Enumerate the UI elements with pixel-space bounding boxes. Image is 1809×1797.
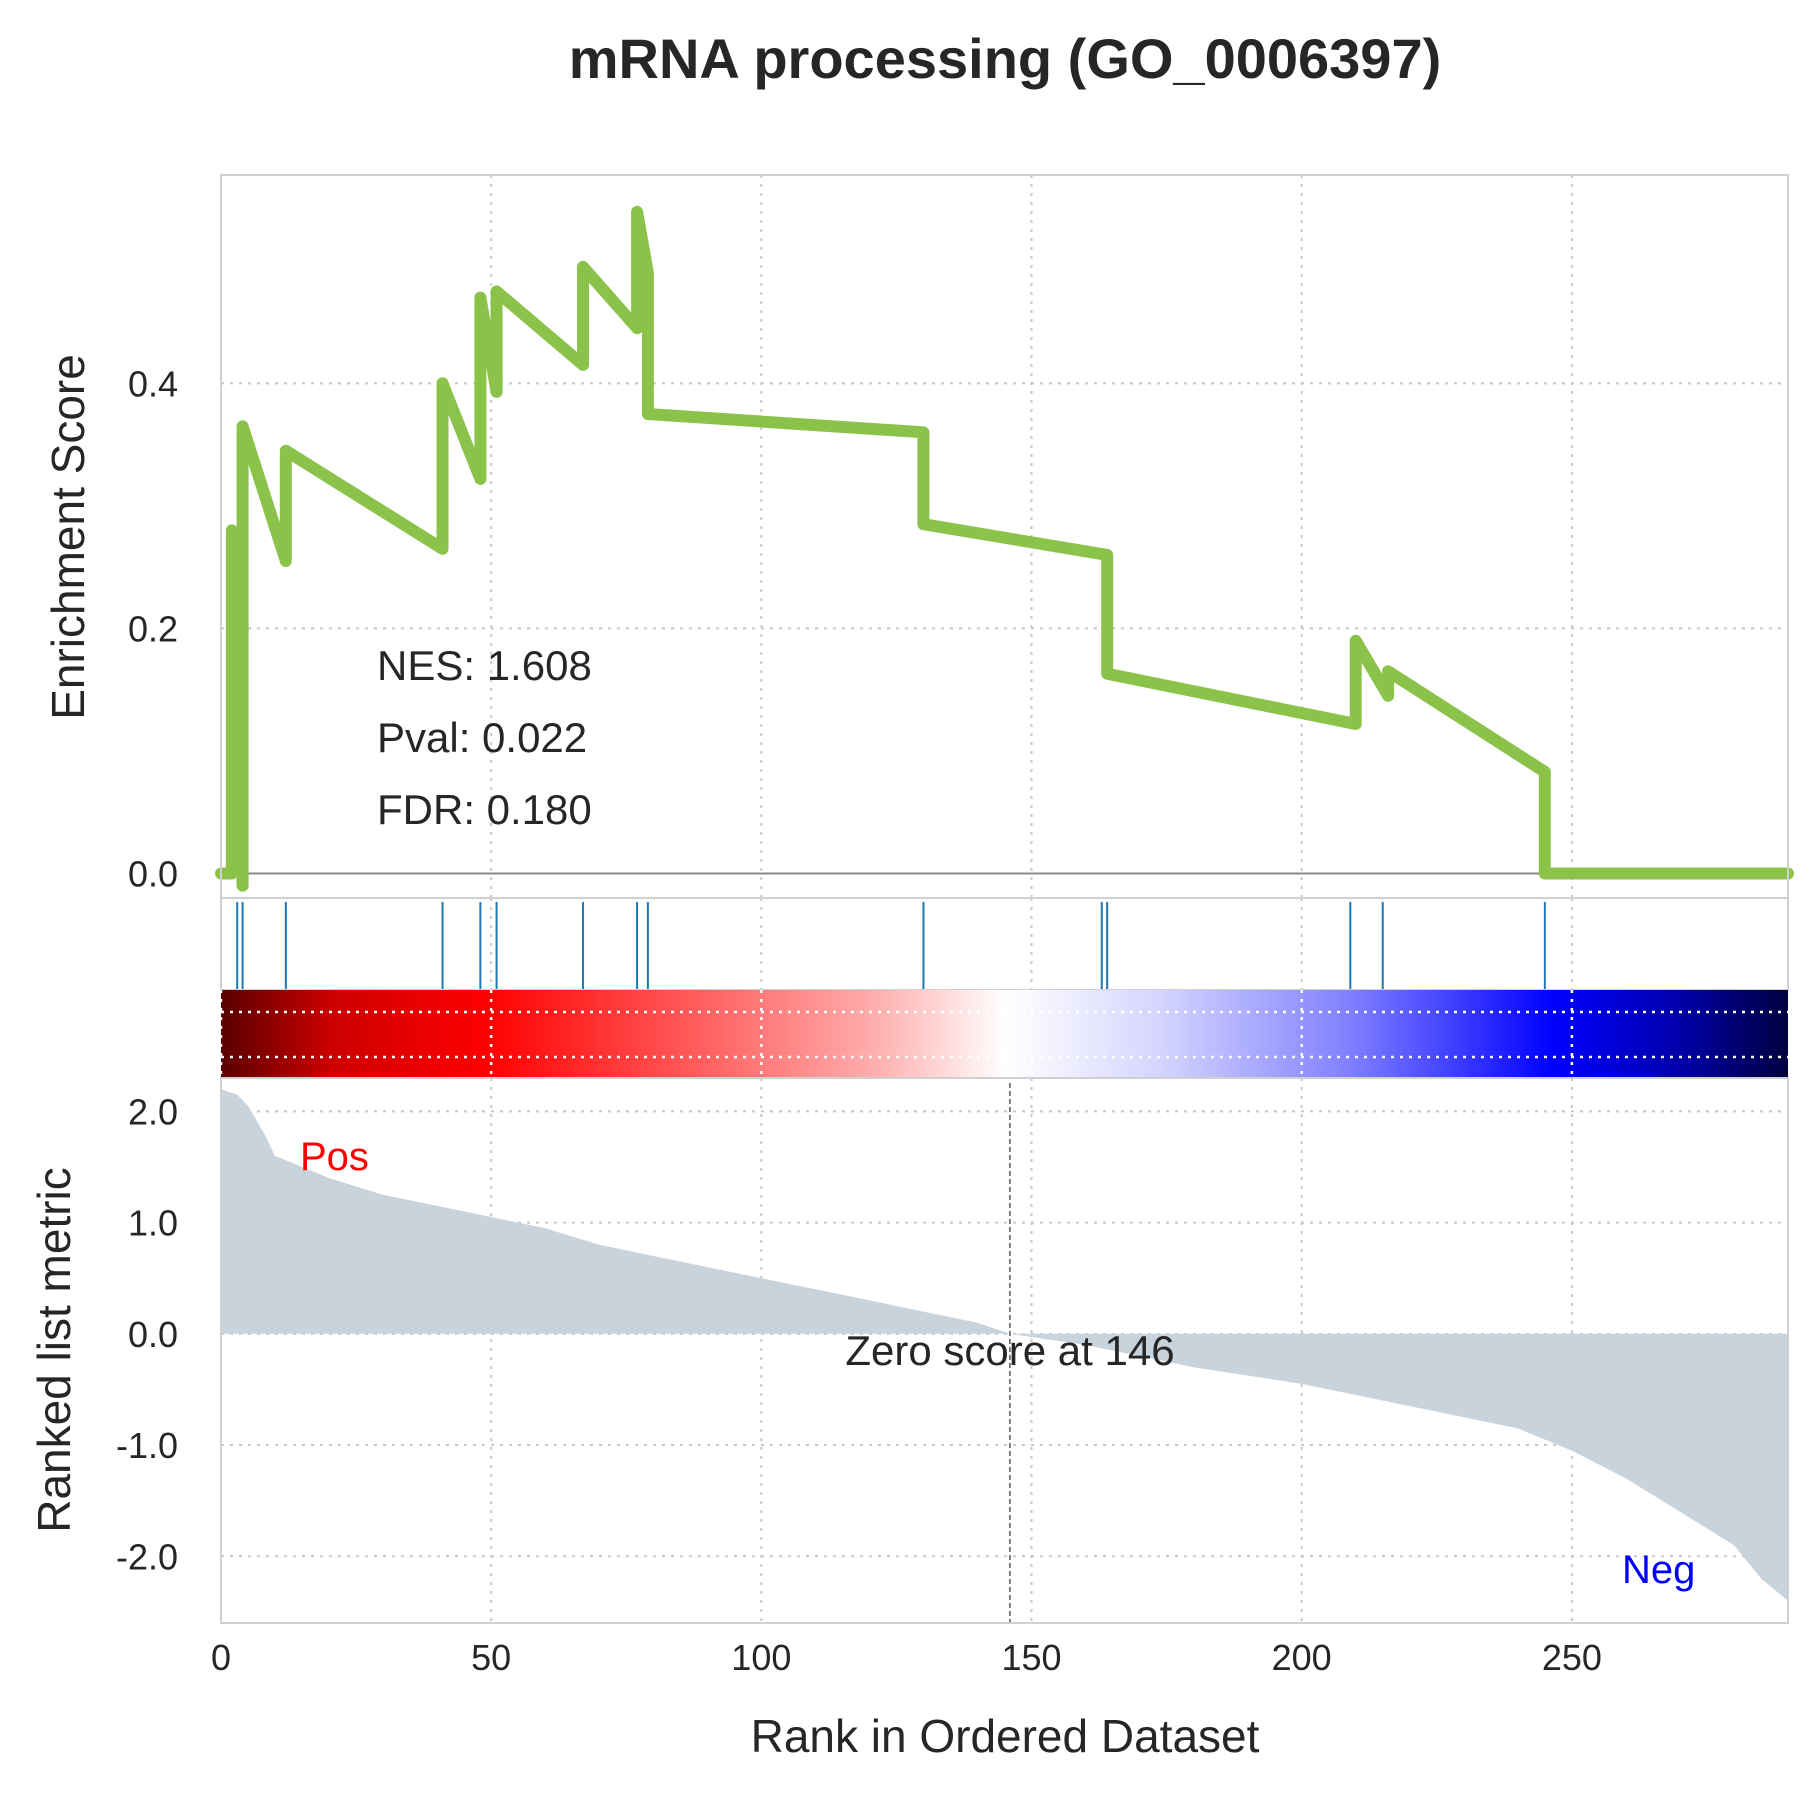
es-y-tick-label: 0.2: [128, 608, 178, 649]
x-tick-label: 0: [211, 1637, 231, 1678]
x-tick-label: 250: [1542, 1637, 1602, 1678]
fdr-stat: FDR: 0.180: [377, 786, 592, 833]
running-enrichment-score-line: [215, 205, 1794, 892]
x-tick-label: 200: [1272, 1637, 1332, 1678]
x-axis-ticks: 0 50 100 150 200 250: [211, 1637, 1602, 1678]
color-bar-grid: [219, 990, 1788, 1078]
chart-title: mRNA processing (GO_0006397): [569, 27, 1441, 90]
enrichment-score-panel: 0.0 0.2 0.4 Enrichment Score NES: 1.608 Pv…: [42, 174, 1794, 899]
x-axis-label: Rank in Ordered Dataset: [751, 1710, 1260, 1762]
x-tick-label: 50: [471, 1637, 511, 1678]
rank-y-ticks: 2.0 1.0 0.0 -1.0 -2.0: [116, 1091, 178, 1577]
es-y-tick-label: 0.4: [128, 363, 178, 404]
rank-y-tick-label: 1.0: [128, 1203, 178, 1244]
nes-stat: NES: 1.608: [377, 642, 592, 689]
pval-stat: Pval: 0.022: [377, 714, 587, 761]
es-y-axis-label: Enrichment Score: [42, 354, 94, 720]
rank-color-bar: [219, 990, 1788, 1078]
rank-y-axis-label: Ranked list metric: [28, 1167, 80, 1533]
rank-panel-frame: [220, 1077, 1789, 1624]
pos-label: Pos: [300, 1135, 369, 1179]
rank-y-tick-label: 2.0: [128, 1091, 178, 1132]
gene-hit-lines: [236, 902, 1546, 990]
gene-hits-panel: [220, 897, 1789, 991]
ranked-metric-area: [221, 1089, 1788, 1601]
x-tick-label: 150: [1001, 1637, 1061, 1678]
rank-y-tick-label: -1.0: [116, 1425, 178, 1466]
rank-y-tick-label: 0.0: [128, 1314, 178, 1355]
es-y-tick-label: 0.0: [128, 853, 178, 894]
hits-grid: [220, 898, 1573, 990]
rank-color-gradient: [221, 990, 1788, 1078]
neg-label: Neg: [1622, 1548, 1695, 1592]
ranked-list-panel: 2.0 1.0 0.0 -1.0 -2.0 Ranked list metric Zer…: [28, 1077, 1789, 1624]
hits-panel-frame: [220, 897, 1789, 991]
rank-y-tick-label: -2.0: [116, 1536, 178, 1577]
es-y-ticks: 0.0 0.2 0.4: [128, 363, 178, 894]
zero-cross-label: Zero score at 146: [845, 1327, 1174, 1374]
x-tick-label: 100: [731, 1637, 791, 1678]
